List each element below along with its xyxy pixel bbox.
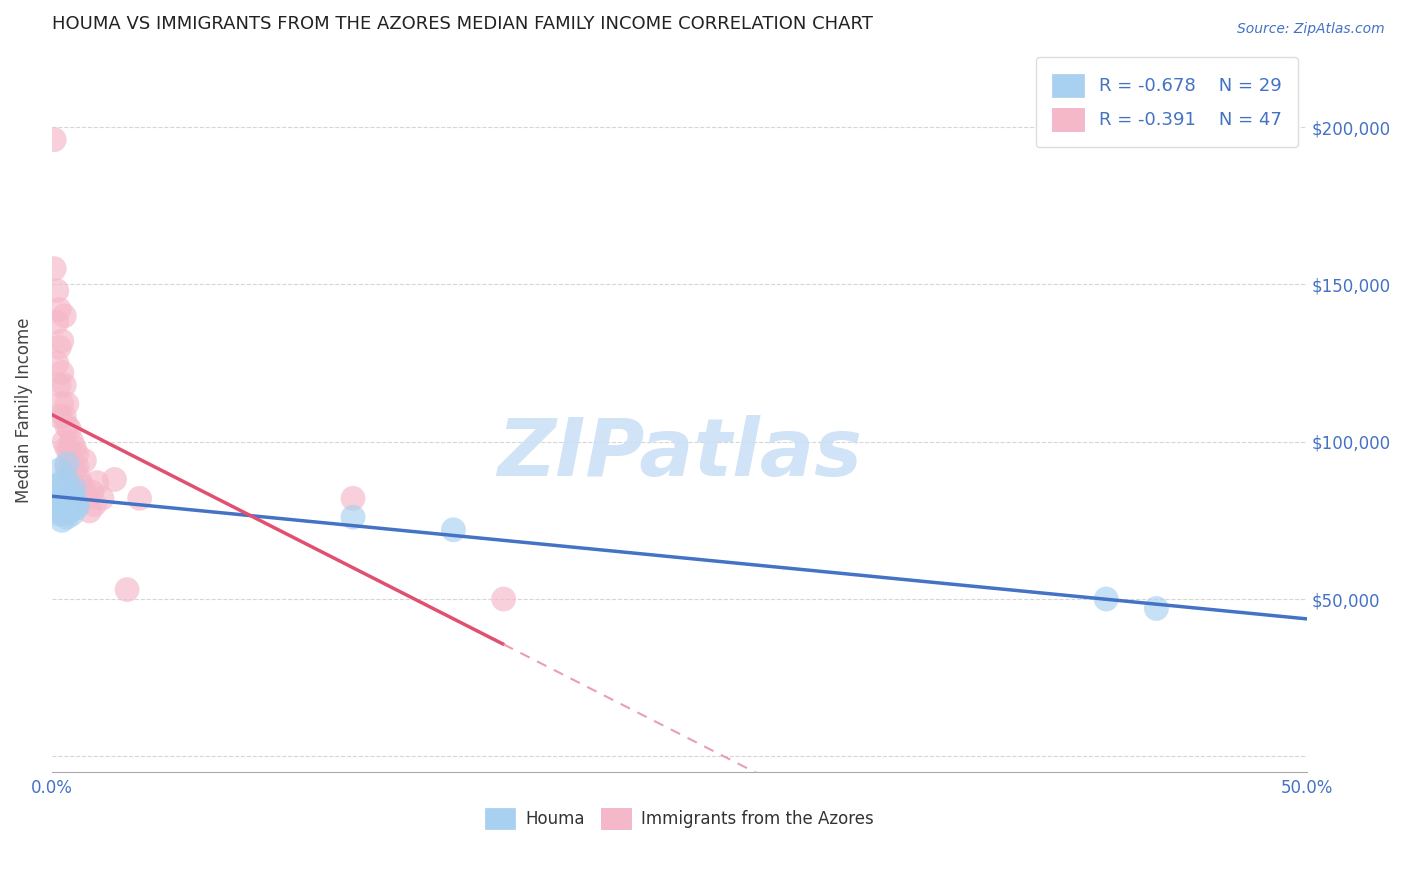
Point <box>66 482 89 496</box>
Point <box>51 475 73 490</box>
Point <box>53 500 76 515</box>
Point <box>51 513 73 527</box>
Point <box>66 498 89 512</box>
Point <box>63 463 86 477</box>
Point <box>115 582 138 597</box>
Point <box>45 356 67 370</box>
Point <box>58 498 80 512</box>
Point <box>56 459 79 474</box>
Point <box>60 507 83 521</box>
Point <box>83 498 105 512</box>
Point <box>79 504 101 518</box>
Point <box>44 491 66 506</box>
Point <box>58 466 80 480</box>
Point <box>1095 592 1118 607</box>
Point <box>48 485 70 500</box>
Point <box>63 494 86 508</box>
Point <box>45 479 67 493</box>
Point <box>342 510 364 524</box>
Point <box>48 378 70 392</box>
Point <box>48 507 70 521</box>
Point <box>45 315 67 329</box>
Point <box>45 284 67 298</box>
Point <box>53 488 76 502</box>
Point <box>56 457 79 471</box>
Text: Source: ZipAtlas.com: Source: ZipAtlas.com <box>1237 22 1385 37</box>
Point <box>44 261 66 276</box>
Point <box>58 422 80 436</box>
Point <box>44 133 66 147</box>
Point <box>492 592 515 607</box>
Point <box>51 498 73 512</box>
Point <box>73 485 96 500</box>
Point <box>76 491 98 506</box>
Point <box>56 397 79 411</box>
Point <box>1144 601 1167 615</box>
Point <box>56 491 79 506</box>
Point <box>58 444 80 458</box>
Point <box>53 309 76 323</box>
Point <box>56 473 79 487</box>
Y-axis label: Median Family Income: Median Family Income <box>15 318 32 503</box>
Point <box>67 491 90 506</box>
Point <box>63 441 86 455</box>
Point <box>60 457 83 471</box>
Point <box>86 475 108 490</box>
Point <box>53 409 76 424</box>
Point <box>103 473 125 487</box>
Point <box>51 397 73 411</box>
Text: ZIPatlas: ZIPatlas <box>496 415 862 492</box>
Point <box>48 340 70 354</box>
Point <box>48 302 70 317</box>
Point <box>60 488 83 502</box>
Point <box>58 485 80 500</box>
Point <box>56 441 79 455</box>
Point <box>56 510 79 524</box>
Point <box>67 473 90 487</box>
Point <box>70 479 93 493</box>
Point <box>60 434 83 449</box>
Point <box>66 459 89 474</box>
Point <box>53 378 76 392</box>
Point <box>441 523 464 537</box>
Point <box>53 482 76 496</box>
Point <box>80 485 103 500</box>
Point <box>60 475 83 490</box>
Point <box>51 334 73 348</box>
Point <box>56 419 79 434</box>
Point <box>128 491 150 506</box>
Point <box>53 434 76 449</box>
Point <box>63 482 86 496</box>
Point <box>73 453 96 467</box>
Point <box>342 491 364 506</box>
Point <box>48 409 70 424</box>
Point <box>66 500 89 515</box>
Point <box>66 447 89 461</box>
Point <box>58 504 80 518</box>
Point <box>51 366 73 380</box>
Point <box>45 504 67 518</box>
Point <box>91 491 114 506</box>
Text: HOUMA VS IMMIGRANTS FROM THE AZORES MEDIAN FAMILY INCOME CORRELATION CHART: HOUMA VS IMMIGRANTS FROM THE AZORES MEDI… <box>52 15 873 33</box>
Legend: Houma, Immigrants from the Azores: Houma, Immigrants from the Azores <box>478 801 880 836</box>
Point <box>48 463 70 477</box>
